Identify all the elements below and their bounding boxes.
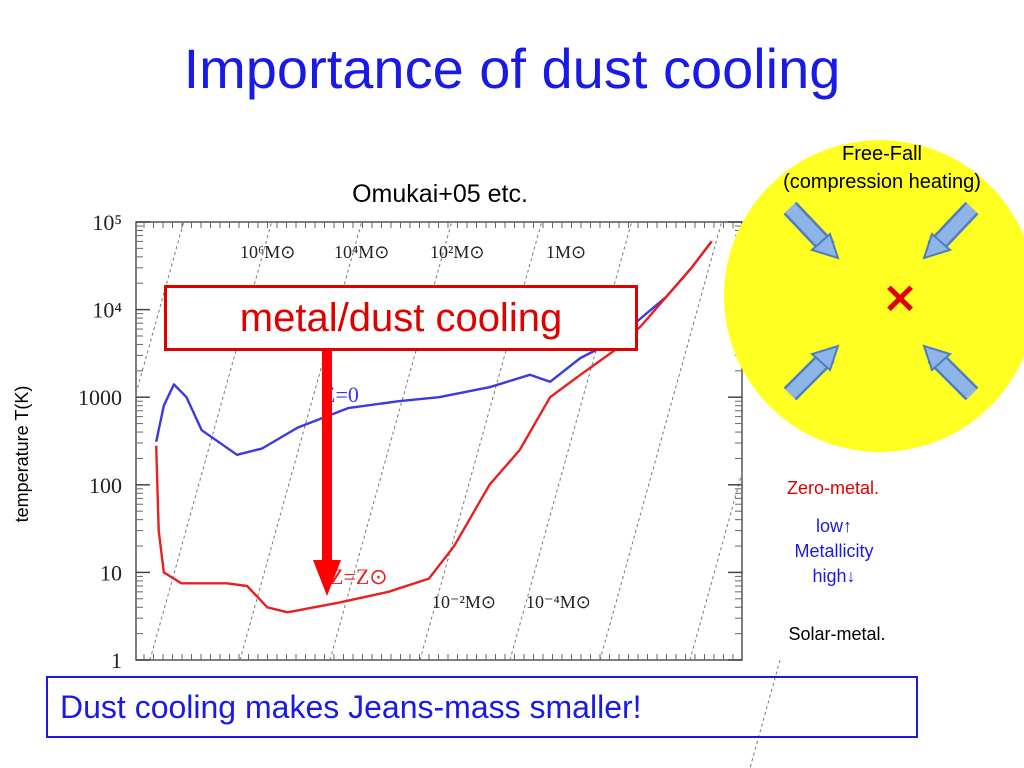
jeans-line-6 [599, 221, 723, 661]
jeans-mass-label-5: 10⁻⁴M⊙ [526, 592, 591, 612]
y-tick-label-1: 10⁴ [92, 298, 122, 323]
arrow-top-right-icon [922, 201, 979, 260]
metallicity-low: low↑ [815, 516, 852, 536]
arrow-bottom-right-icon [922, 344, 979, 401]
arrow-top-left-icon [783, 201, 840, 260]
y-tick-label-5: 1 [111, 648, 122, 673]
metallicity-high: high↓ [812, 566, 856, 586]
jeans-mass-label-1: 10⁴M⊙ [334, 242, 389, 262]
metallicity-scale: low↑ Metallicity high↓ [754, 514, 914, 589]
conclusion-box: Dust cooling makes Jeans-mass smaller! [46, 676, 918, 738]
y-tick-label-3: 100 [89, 473, 122, 498]
metallicity-label: Metallicity [794, 541, 874, 561]
y-tick-label-4: 10 [100, 560, 122, 585]
series-label-zsun: Z=Z⊙ [330, 564, 388, 589]
reference-label: Omukai+05 etc. [352, 180, 528, 208]
arrow-bottom-left-icon [783, 344, 840, 401]
jeans-line-7 [689, 472, 743, 661]
jeans-mass-label-2: 10²M⊙ [430, 242, 484, 262]
page-title: Importance of dust cooling [183, 37, 841, 100]
y-tick-label-2: 1000 [78, 385, 122, 410]
jeans-mass-label-0: 10⁶M⊙ [240, 242, 295, 262]
metal-dust-cooling-callout: metal/dust cooling [164, 285, 638, 351]
jeans-mass-label-4: 10⁻²M⊙ [432, 592, 496, 612]
heating-cross-icon: × [882, 272, 919, 323]
y-axis-ticks: 10⁵ 10⁴ 1000 100 10 1 [78, 210, 742, 673]
solar-metal-label: Solar-metal. [788, 624, 886, 644]
cooling-arrow-icon [313, 345, 341, 596]
free-fall-subtitle: (compression heating) [783, 171, 981, 193]
y-axis-label: temperature T(K) [12, 385, 32, 523]
zero-metal-label: Zero-metal. [786, 478, 880, 498]
free-fall-label: Free-Fall (compression heating) [740, 140, 1024, 196]
free-fall-title: Free-Fall [841, 143, 922, 165]
y-tick-label-0: 10⁵ [92, 210, 122, 235]
jeans-mass-label-3: 1M⊙ [546, 242, 586, 262]
